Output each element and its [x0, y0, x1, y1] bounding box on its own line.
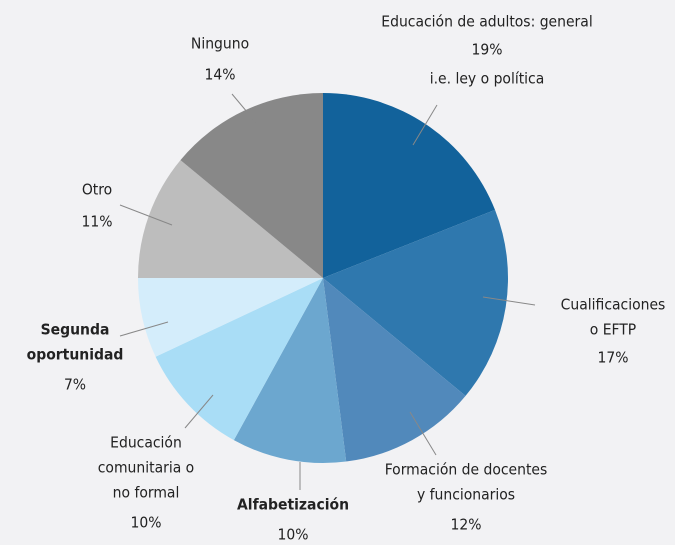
leader-line — [482, 296, 536, 306]
pie-slice — [155, 278, 323, 441]
slice-label: Cualificaciones — [561, 296, 666, 314]
slice-label: Educación de adultos: general — [381, 13, 592, 31]
leader-line — [119, 321, 169, 337]
value-label: 7% — [64, 376, 86, 394]
slice-label: y funcionarios — [417, 486, 515, 504]
value-label: 12% — [451, 516, 482, 534]
pie-slice — [180, 93, 323, 278]
slice-label: o EFTP — [590, 321, 636, 339]
leader-line — [231, 93, 259, 126]
slice-label: no formal — [113, 484, 180, 502]
slice-label: Otro — [82, 181, 112, 199]
value-label: 19% — [472, 41, 503, 59]
value-label: 11% — [82, 213, 113, 231]
slice-label: Ninguno — [191, 35, 249, 53]
leader-line — [409, 411, 437, 456]
value-label: 17% — [598, 349, 629, 367]
slice-label: oportunidad — [27, 346, 124, 364]
pie-slice — [233, 278, 347, 463]
value-label: 14% — [205, 66, 236, 84]
pie-slice — [323, 209, 508, 396]
pie-slice — [138, 160, 323, 278]
slice-label: Segunda — [41, 321, 110, 339]
value-label: 10% — [278, 526, 309, 544]
value-label: 10% — [131, 514, 162, 532]
leader-line — [412, 104, 438, 146]
slice-label: i.e. ley o política — [430, 70, 545, 88]
slice-label: comunitaria o — [98, 459, 194, 477]
pie-slice — [138, 278, 323, 357]
leader-line — [119, 204, 173, 226]
slice-label: Alfabetización — [237, 496, 349, 514]
slice-label: Educación — [110, 434, 182, 452]
leader-line — [184, 394, 214, 429]
slice-label: Formación de docentes — [385, 461, 548, 479]
pie-slice — [323, 93, 496, 278]
pie-slice — [323, 278, 466, 462]
